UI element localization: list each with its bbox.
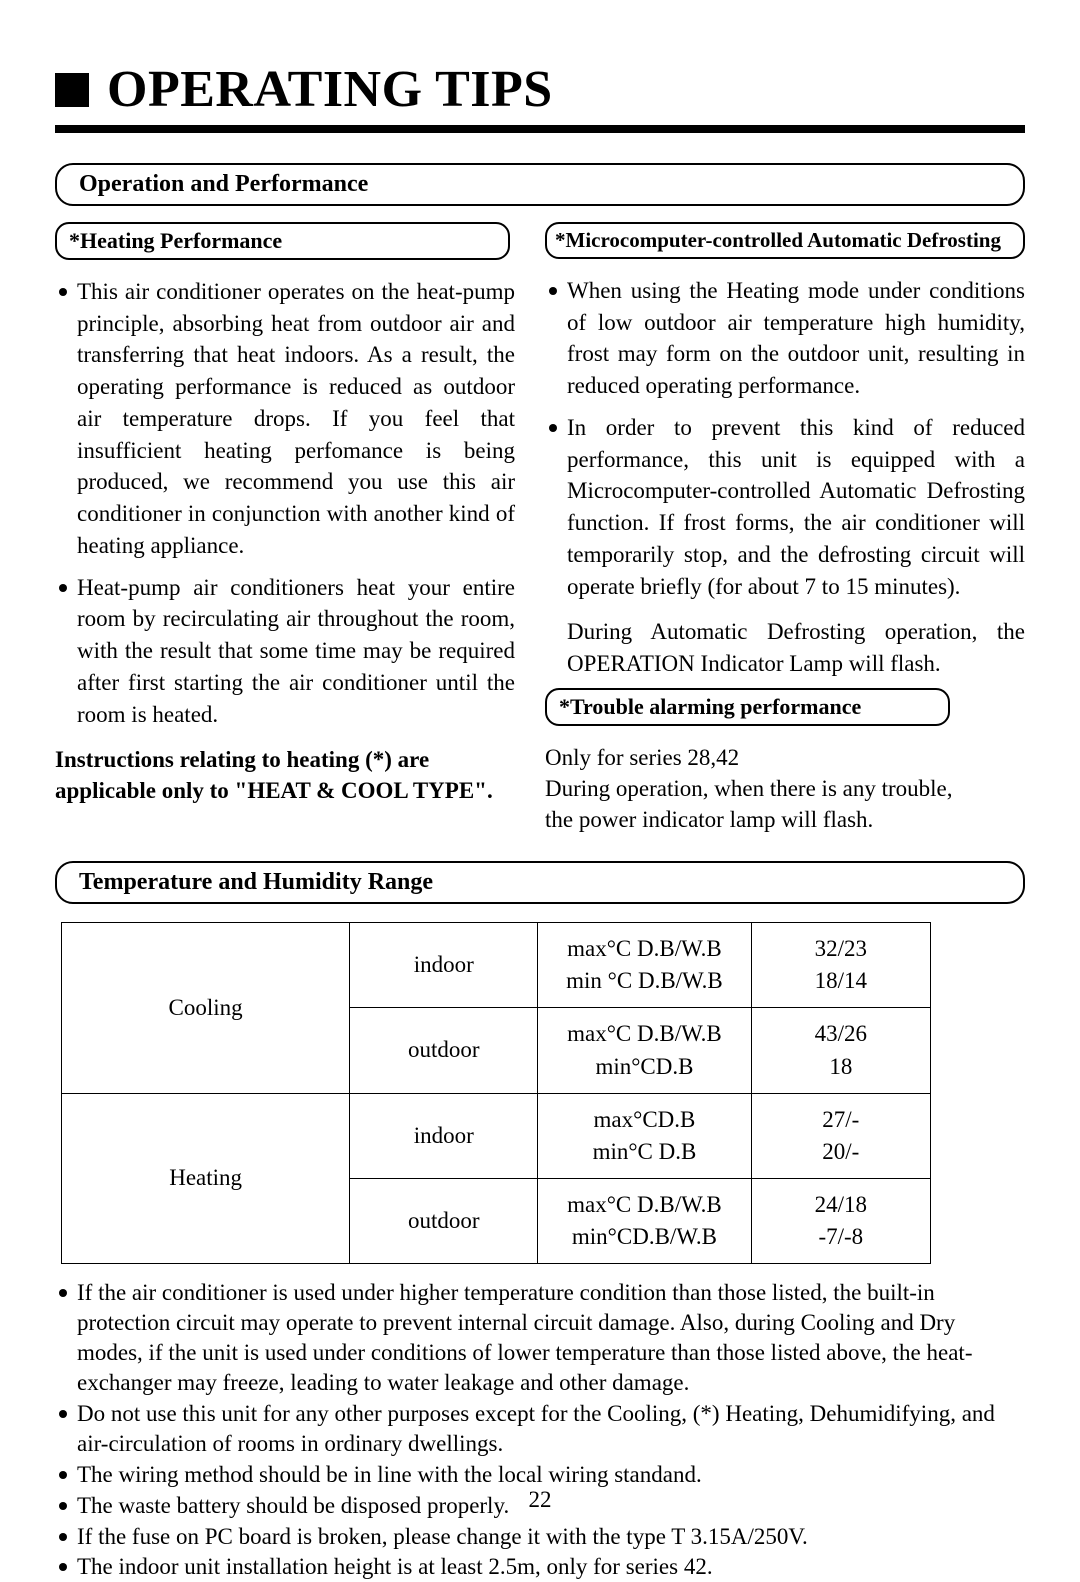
page-title: OPERATING TIPS	[107, 60, 553, 119]
val-line: -7/-8	[818, 1224, 863, 1249]
footer-bullet: If the fuse on PC board is broken, pleas…	[55, 1522, 1025, 1552]
mode-heating: Heating	[62, 1093, 350, 1264]
param-line: min °C D.B/W.B	[566, 968, 723, 993]
loc-cell: indoor	[350, 922, 538, 1007]
section-op-perf: Operation and Performance	[55, 163, 1025, 206]
footer-bullet: If the air conditioner is used under hig…	[55, 1278, 1025, 1398]
loc-cell: outdoor	[350, 1179, 538, 1264]
left-column: *Heating Performance This air conditione…	[55, 222, 515, 835]
heating-bullet-1: This air conditioner operates on the hea…	[55, 276, 515, 562]
trouble-line-3: the power indicator lamp will flash.	[545, 804, 1025, 835]
trouble-line-2: During operation, when there is any trou…	[545, 773, 1025, 804]
heating-bullet-2: Heat-pump air conditioners heat your ent…	[55, 572, 515, 731]
val-line: 43/26	[815, 1021, 867, 1046]
page-number: 22	[0, 1487, 1080, 1513]
param-line: max°CD.B	[594, 1107, 696, 1132]
page: OPERATING TIPS Operation and Performance…	[0, 0, 1080, 1535]
param-cell: max°C D.B/W.B min°CD.B/W.B	[538, 1179, 751, 1264]
footer-bullet: The wiring method should be in line with…	[55, 1460, 1025, 1490]
param-cell: max°C D.B/W.B min°CD.B	[538, 1008, 751, 1093]
param-line: max°C D.B/W.B	[567, 1192, 722, 1217]
val-line: 18/14	[815, 968, 867, 993]
temp-range-heading: Temperature and Humidity Range	[55, 861, 1025, 904]
table-row: Heating indoor max°CD.B min°C D.B 27/- 2…	[62, 1093, 931, 1178]
trouble-heading: *Trouble alarming performance	[545, 688, 950, 726]
title-rule	[55, 125, 1025, 133]
val-line: 27/-	[822, 1107, 859, 1132]
defrost-tail: During Automatic Defrosting operation, t…	[545, 616, 1025, 679]
section-op-perf-wrap: Operation and Performance	[55, 163, 1025, 206]
right-column: *Microcomputer-controlled Automatic Defr…	[545, 222, 1025, 835]
defrost-heading: *Microcomputer-controlled Automatic Defr…	[545, 222, 1025, 259]
val-cell: 32/23 18/14	[751, 922, 930, 1007]
title-row: OPERATING TIPS	[55, 60, 1025, 119]
defrost-bullet-2: In order to prevent this kind of reduced…	[545, 412, 1025, 602]
val-line: 32/23	[815, 936, 867, 961]
heating-performance-bullets: This air conditioner operates on the hea…	[55, 276, 515, 730]
trouble-line-1: Only for series 28,42	[545, 742, 1025, 773]
param-line: min°CD.B	[595, 1054, 693, 1079]
val-line: 24/18	[815, 1192, 867, 1217]
footer-bullet: The indoor unit installation height is a…	[55, 1552, 1025, 1582]
heating-note: Instructions relating to heating (*) are…	[55, 744, 515, 806]
param-line: max°C D.B/W.B	[567, 936, 722, 961]
val-cell: 27/- 20/-	[751, 1093, 930, 1178]
loc-cell: outdoor	[350, 1008, 538, 1093]
param-line: min°CD.B/W.B	[572, 1224, 717, 1249]
defrost-bullet-1: When using the Heating mode under condit…	[545, 275, 1025, 402]
mode-cooling: Cooling	[62, 922, 350, 1093]
table-row: Cooling indoor max°C D.B/W.B min °C D.B/…	[62, 922, 931, 1007]
footer-bullet-region: If the air conditioner is used under hig…	[55, 1278, 1025, 1582]
val-cell: 43/26 18	[751, 1008, 930, 1093]
param-cell: max°CD.B min°C D.B	[538, 1093, 751, 1178]
temp-range-table: Cooling indoor max°C D.B/W.B min °C D.B/…	[61, 922, 931, 1265]
two-column-region: *Heating Performance This air conditione…	[55, 222, 1025, 835]
defrost-bullets: When using the Heating mode under condit…	[545, 275, 1025, 602]
val-line: 20/-	[822, 1139, 859, 1164]
loc-cell: indoor	[350, 1093, 538, 1178]
val-cell: 24/18 -7/-8	[751, 1179, 930, 1264]
footer-bullet: Do not use this unit for any other purpo…	[55, 1399, 1025, 1459]
heating-performance-heading: *Heating Performance	[55, 222, 510, 260]
val-line: 18	[829, 1054, 852, 1079]
param-line: max°C D.B/W.B	[567, 1021, 722, 1046]
param-cell: max°C D.B/W.B min °C D.B/W.B	[538, 922, 751, 1007]
param-line: min°C D.B	[593, 1139, 697, 1164]
title-square-icon	[55, 73, 89, 107]
